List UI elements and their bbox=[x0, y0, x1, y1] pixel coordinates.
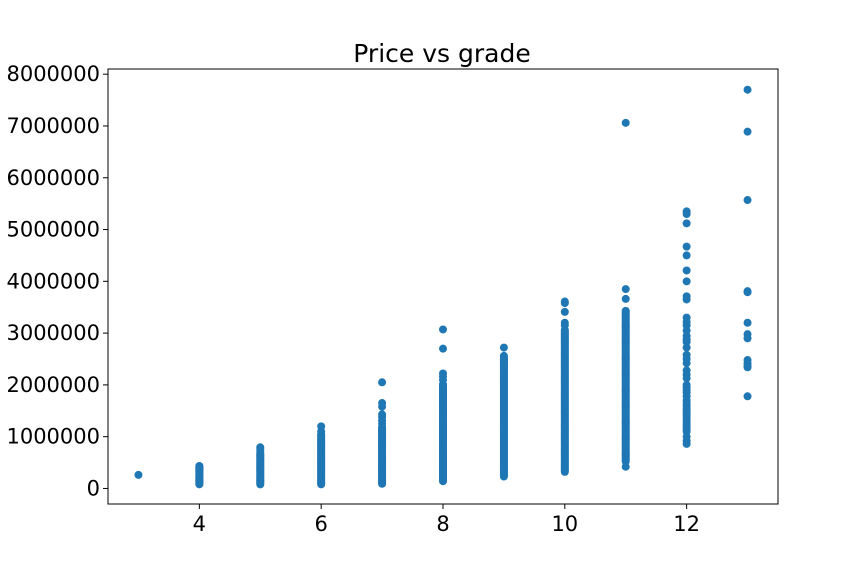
y-tick-label: 8000000 bbox=[6, 62, 100, 86]
data-point bbox=[743, 363, 752, 372]
data-point bbox=[378, 402, 387, 411]
y-tick-label: 2000000 bbox=[6, 373, 100, 397]
data-point bbox=[682, 337, 691, 346]
data-point bbox=[560, 321, 569, 330]
data-point bbox=[743, 288, 752, 297]
y-tick-label: 6000000 bbox=[6, 166, 100, 190]
x-tick-label: 12 bbox=[673, 512, 700, 536]
data-point bbox=[439, 344, 447, 353]
x-tick-label: 10 bbox=[551, 512, 578, 536]
axis-ticks: 4 6 8 10 12 0 1000000 2000000 3000000 4000000 5000… bbox=[6, 62, 700, 536]
x-tick-label: 6 bbox=[314, 512, 327, 536]
data-point bbox=[439, 375, 447, 384]
data-point bbox=[499, 343, 508, 352]
y-tick-label: 4000000 bbox=[6, 269, 100, 293]
data-point bbox=[743, 196, 752, 205]
data-point bbox=[682, 210, 691, 218]
data-point bbox=[560, 299, 569, 308]
data-point bbox=[439, 325, 447, 334]
data-point bbox=[682, 219, 691, 228]
data-points bbox=[134, 85, 752, 489]
data-point bbox=[621, 285, 630, 294]
data-point bbox=[621, 294, 630, 303]
data-point bbox=[560, 307, 569, 316]
data-point bbox=[621, 118, 630, 127]
data-point bbox=[317, 427, 326, 436]
data-point bbox=[743, 318, 752, 327]
data-point bbox=[682, 343, 691, 352]
data-point bbox=[682, 295, 691, 304]
y-tick-label: 0 bbox=[87, 476, 100, 500]
data-point bbox=[682, 439, 691, 448]
chart-title: Price vs grade bbox=[353, 39, 530, 68]
x-tick-label: 4 bbox=[193, 512, 206, 536]
data-point bbox=[682, 251, 691, 260]
data-point bbox=[743, 392, 752, 401]
data-point bbox=[378, 378, 387, 387]
data-point bbox=[743, 127, 752, 136]
y-tick-label: 7000000 bbox=[6, 114, 100, 138]
data-point bbox=[682, 277, 691, 286]
y-tick-label: 1000000 bbox=[6, 425, 100, 449]
data-point bbox=[256, 447, 265, 456]
data-point bbox=[499, 362, 508, 371]
data-point bbox=[682, 359, 691, 368]
data-point bbox=[682, 266, 691, 275]
data-point bbox=[621, 462, 630, 471]
data-point bbox=[743, 334, 752, 343]
data-point bbox=[378, 419, 387, 428]
data-point bbox=[134, 470, 143, 479]
data-point bbox=[195, 479, 204, 488]
y-tick-label: 5000000 bbox=[6, 218, 100, 242]
data-point bbox=[743, 85, 752, 94]
x-tick-label: 8 bbox=[436, 512, 449, 536]
data-point bbox=[621, 306, 630, 315]
y-tick-label: 3000000 bbox=[6, 321, 100, 345]
data-point bbox=[682, 242, 691, 251]
data-point bbox=[682, 374, 691, 383]
